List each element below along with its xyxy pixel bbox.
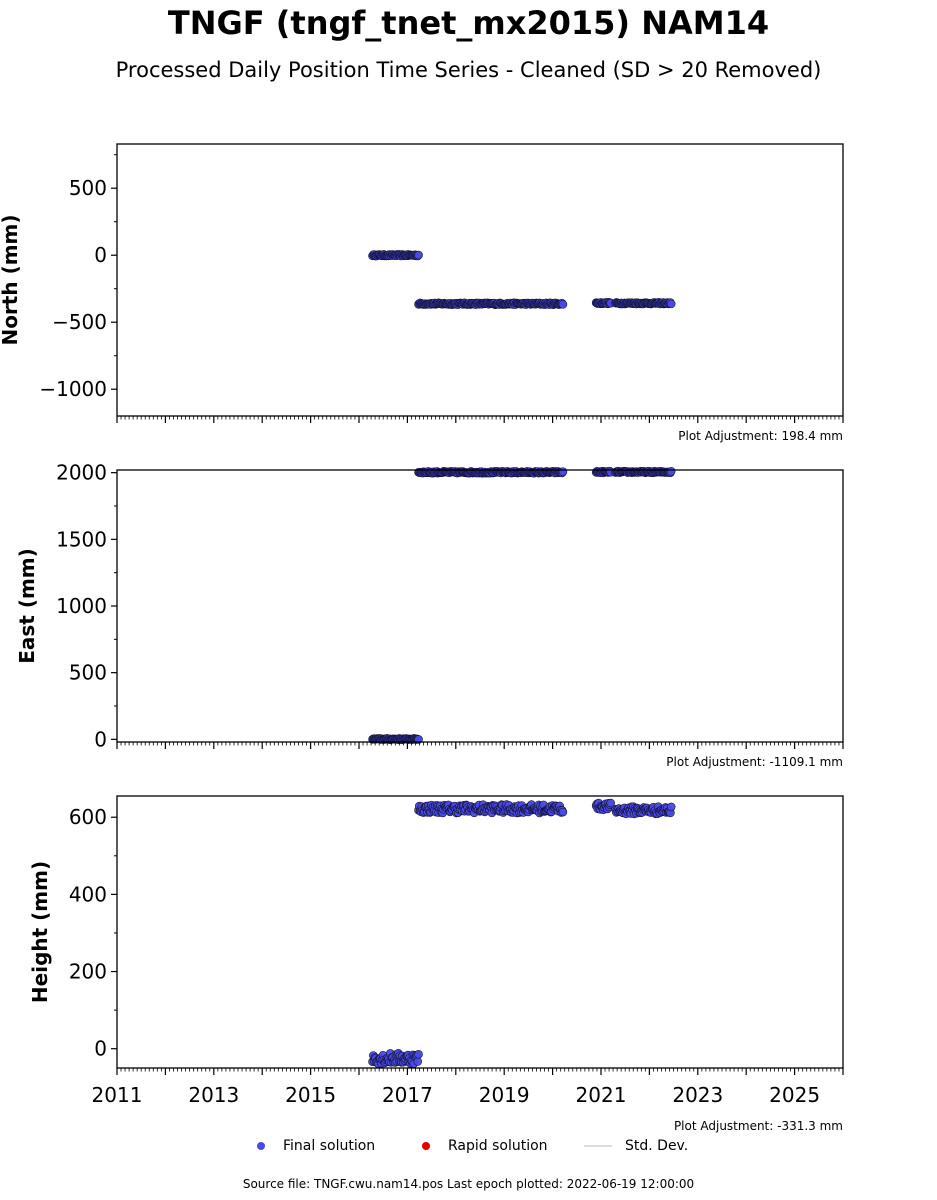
y-tick-label: 1000 [56,594,107,618]
legend-item-final: Final solution [257,1138,375,1154]
panel-3: 600 400 200 0 2011 2013 2015 2017 2019 2021 2023 20… [28,795,844,1133]
plot-adjustment-note: Plot Adjustment: 198.4 mm [678,429,843,443]
y-axis-label: East (mm) [15,548,39,664]
x-tick-label: 2019 [479,1083,530,1107]
y-tick-label: −500 [52,310,107,334]
legend-label-std: Std. Dev. [625,1138,689,1154]
axes-frame [116,143,844,417]
y-tick-label: 2000 [56,461,107,485]
y-tick-label: 400 [69,882,107,906]
legend-item-rapid: Rapid solution [422,1138,548,1154]
data-point [666,802,676,812]
data-points [368,250,676,309]
y-tick-label: 1500 [56,527,107,551]
data-point [558,807,568,817]
x-tick-label: 2017 [382,1083,433,1107]
data-points [368,798,676,1068]
final-solution-marker-icon [257,1142,265,1150]
plot-adjustment-note: Plot Adjustment: -1109.1 mm [666,755,843,769]
panel-2: 2000 1500 1000 500 0 East (mm) Plot Adjustment… [15,461,844,769]
data-point [666,299,676,309]
data-point [414,1050,423,1059]
y-tick-label: 500 [69,661,107,685]
axes-frame [116,795,844,1069]
y-tick-label: 0 [94,1037,107,1061]
data-point [666,467,676,476]
y-tick-label: 600 [69,805,107,829]
data-point [414,250,423,260]
x-tick-label: 2011 [92,1083,143,1107]
chart-title: TNGF (tngf_tnet_mx2015) NAM14 [167,4,770,42]
y-tick-label: −1000 [39,377,107,401]
data-point [558,300,568,309]
legend-label-rapid: Rapid solution [448,1138,548,1154]
std-dev-line-icon [584,1145,612,1147]
y-tick-label: 500 [69,176,107,200]
y-tick-label: 0 [94,243,107,267]
legend: Final solution Rapid solution Std. Dev. [0,1138,937,1158]
axes-frame [116,469,844,743]
data-point [606,798,615,808]
plot-adjustment-note: Plot Adjustment: -331.3 mm [674,1119,843,1133]
data-point [413,1057,423,1066]
y-tick-label: 200 [69,960,107,984]
data-point [558,467,568,476]
legend-item-std: Std. Dev. [584,1138,688,1154]
rapid-solution-marker-icon [422,1142,430,1150]
chart-subtitle: Processed Daily Position Time Series - C… [115,58,822,82]
source-footer: Source file: TNGF.cwu.nam14.pos Last epo… [242,1177,695,1191]
x-tick-label: 2021 [576,1083,627,1107]
y-axis-label: Height (mm) [28,861,52,1003]
x-tick-label: 2023 [672,1083,723,1107]
y-axis-label: North (mm) [0,214,22,345]
y-tick-label: 0 [94,727,107,751]
x-tick-label: 2015 [285,1083,336,1107]
data-points [368,466,676,744]
x-tick-label: 2013 [188,1083,239,1107]
panel-1: 500 0 −500 −1000 North (mm) Plot Adjustment: … [0,143,844,443]
legend-label-final: Final solution [283,1138,376,1154]
x-tick-label: 2025 [769,1083,820,1107]
